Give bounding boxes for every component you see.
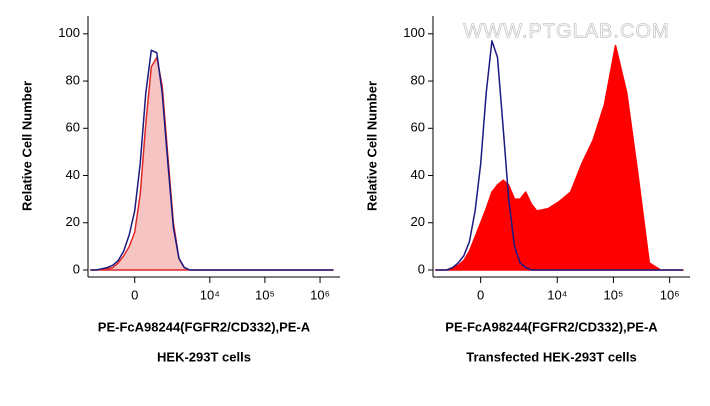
panel: 0 20 40 60 80 100 0 10⁴ 10⁵ 10⁶ Relative Cell Numb… xyxy=(19,16,340,364)
y-tick-label: 80 xyxy=(66,72,80,87)
y-tick-label: 40 xyxy=(66,167,80,182)
x-tick-label: 10⁴ xyxy=(200,287,220,302)
y-tick-label: 0 xyxy=(418,261,425,276)
y-tick-label: 60 xyxy=(66,120,80,135)
histogram-series xyxy=(89,56,334,271)
y-tick-label: 20 xyxy=(411,214,425,229)
panel: WWW.PTGLAB.COM 0 20 40 60 80 100 0 10⁴ 10⁵ 10⁶ Rela… xyxy=(364,16,690,364)
y-axis-label: Relative Cell Number xyxy=(364,81,379,211)
x-tick-label: 10⁴ xyxy=(547,287,567,302)
x-tick-label: 10⁶ xyxy=(660,287,680,302)
y-tick-label: 80 xyxy=(411,72,425,87)
y-tick-label: 20 xyxy=(66,214,80,229)
x-tick-label: 10⁶ xyxy=(310,287,330,302)
watermark: WWW.PTGLAB.COM xyxy=(463,20,669,42)
y-tick-label: 0 xyxy=(73,261,80,276)
y-tick-label: 60 xyxy=(411,120,425,135)
x-tick-label: 0 xyxy=(131,287,138,302)
x-axis-label: PE-FcA98244(FGFR2/CD332),PE-A xyxy=(445,319,658,334)
panel-caption: Transfected HEK-293T cells xyxy=(466,349,637,364)
y-tick-label: 40 xyxy=(411,167,425,182)
x-axis-label: PE-FcA98244(FGFR2/CD332),PE-A xyxy=(98,319,311,334)
y-axis-label: Relative Cell Number xyxy=(19,81,34,211)
histogram-series xyxy=(434,44,684,271)
x-tick-label: 10⁵ xyxy=(255,287,275,302)
x-tick-label: 0 xyxy=(477,287,484,302)
y-tick-label: 100 xyxy=(58,25,80,40)
histogram-series xyxy=(90,49,334,271)
y-tick-label: 100 xyxy=(403,25,425,40)
panel-caption: HEK-293T cells xyxy=(157,349,251,364)
x-tick-label: 10⁵ xyxy=(604,287,624,302)
histogram-series xyxy=(435,40,683,271)
